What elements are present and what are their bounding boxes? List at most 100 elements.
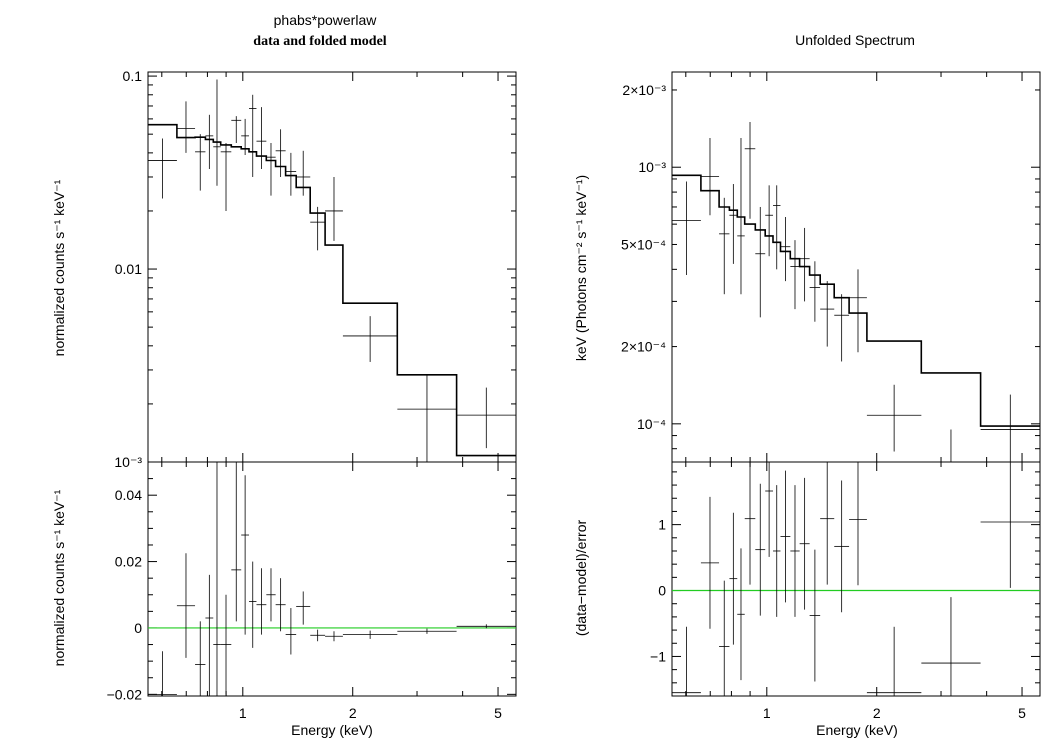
- rt-data-point: [773, 185, 781, 270]
- rb-data-point: [780, 470, 791, 603]
- rb-data-point: [790, 485, 800, 617]
- lt-model-step: [148, 123, 516, 457]
- rb-data-point: [765, 462, 774, 557]
- right-top-y-label: keV (Photons cm⁻² s⁻¹ keV⁻¹): [573, 175, 589, 361]
- rb-data-point: [866, 626, 922, 696]
- rt-frame: [671, 71, 1041, 463]
- lt-frame: [147, 71, 517, 463]
- lb-x-tick-label: 2: [349, 705, 357, 721]
- lb-y-tick-label: 0: [134, 620, 142, 636]
- lb-y-tick-label: 0.02: [115, 554, 142, 570]
- lt-data-point: [266, 143, 276, 196]
- rt-data-point: [921, 429, 981, 462]
- rt-data-point: [820, 281, 835, 347]
- rt-data-point: [744, 122, 756, 219]
- right-x-label: Energy (keV): [816, 722, 898, 738]
- right-bottom-y-label: (data−model)/error: [573, 519, 589, 636]
- lb-data-point: [205, 574, 214, 696]
- panel-residuals-counts: 1 2 5 −0.02 0 0.02 0.04: [107, 461, 517, 721]
- lt-data-point: [205, 114, 214, 169]
- lt-data-point: [342, 316, 398, 362]
- rb-y-tick-label: −1: [650, 648, 666, 664]
- rt-y-tick-label: 10⁻⁴: [637, 416, 666, 432]
- rt-data-point: [866, 384, 922, 452]
- lb-data-point: [397, 628, 457, 634]
- lt-data-point: [148, 138, 177, 199]
- lt-y-tick-label: 0.01: [115, 261, 142, 277]
- lb-data-point: [342, 630, 398, 639]
- lb-data-point: [220, 594, 232, 695]
- left-top-y-label: normalized counts s⁻¹ keV⁻¹: [51, 179, 67, 356]
- lt-data-point: [456, 387, 516, 449]
- lt-data-point: [285, 152, 297, 196]
- lb-data-point: [456, 624, 516, 629]
- lt-data-point: [231, 116, 242, 144]
- panel-unfolded-spectrum: 10⁻⁴ 2×10⁻⁴ 5×10⁻⁴ 10⁻³ 2×10⁻³: [621, 71, 1041, 463]
- lb-y-tick-label: 0.04: [115, 487, 142, 503]
- lb-data-point: [176, 553, 196, 658]
- lb-data-point: [266, 568, 276, 622]
- lb-data-point: [256, 568, 267, 635]
- rt-data-point: [765, 185, 774, 257]
- rt-data-point: [737, 137, 745, 295]
- rt-data-point: [790, 240, 800, 310]
- rb-data-point: [719, 580, 730, 696]
- lt-data-point: [325, 176, 343, 241]
- lt-data-point: [195, 134, 206, 191]
- lb-data-point: [148, 651, 177, 696]
- rb-data-point: [799, 477, 810, 610]
- lt-data-point: [249, 94, 257, 177]
- rb-x-tick-label: 1: [763, 705, 771, 721]
- rb-data-point: [809, 549, 821, 682]
- left-subtitle: data and folded model: [253, 34, 387, 49]
- rt-data-point: [849, 269, 867, 353]
- lt-y-tick-label: 10⁻³: [114, 454, 142, 470]
- lt-y-tick-label: 0.1: [123, 68, 143, 84]
- lt-data-point: [176, 101, 196, 153]
- rt-data-point: [809, 261, 821, 322]
- lb-x-tick-label: 5: [494, 705, 502, 721]
- rb-data-point: [700, 496, 720, 629]
- lt-data-point: [256, 107, 267, 169]
- lt-data-point: [296, 150, 311, 196]
- rt-y-tick-label: 5×10⁻⁴: [621, 236, 666, 252]
- lt-data-point: [213, 79, 221, 186]
- lb-data-point: [249, 561, 257, 648]
- rt-y-tick-label: 2×10⁻³: [622, 82, 666, 98]
- rb-x-tick-label: 5: [1018, 705, 1026, 721]
- left-bottom-y-label: normalized counts s⁻¹ keV⁻¹: [51, 489, 67, 666]
- lb-data-point: [231, 462, 242, 622]
- lt-data-point: [275, 129, 286, 177]
- rt-data-point: [980, 394, 1040, 462]
- rb-x-tick-label: 2: [873, 705, 881, 721]
- lb-frame: [147, 461, 517, 697]
- rb-data-point: [921, 597, 981, 696]
- lt-data-point: [310, 206, 326, 251]
- rb-data-point: [820, 462, 835, 585]
- lb-data-point: [241, 475, 250, 635]
- rt-data-point: [780, 216, 791, 282]
- lb-y-tick-label: −0.02: [107, 686, 143, 702]
- rb-data-point: [834, 480, 850, 613]
- lt-data-point: [220, 143, 232, 211]
- lb-data-point: [285, 608, 297, 655]
- rb-data-point: [672, 626, 701, 696]
- rt-y-tick-label: 2×10⁻⁴: [621, 339, 666, 355]
- lb-x-tick-label: 1: [239, 705, 247, 721]
- rt-data-point: [755, 206, 766, 318]
- rb-data-point: [773, 485, 781, 617]
- lb-data-point: [275, 578, 286, 632]
- rb-data-point: [980, 462, 1040, 588]
- lb-data-point: [213, 462, 221, 696]
- rt-data-point: [672, 181, 701, 276]
- rb-data-point: [744, 462, 756, 585]
- lb-data-point: [296, 591, 311, 625]
- panel-data-folded-model: 0.1 0.01 10⁻³: [114, 68, 517, 470]
- rb-data-point: [849, 462, 867, 586]
- rt-model-step: [672, 174, 1040, 427]
- lb-data-point: [195, 621, 206, 696]
- lb-data-point: [310, 629, 326, 642]
- lt-data-point: [397, 375, 457, 462]
- rt-data-point: [799, 227, 810, 302]
- right-title: Unfolded Spectrum: [795, 32, 915, 48]
